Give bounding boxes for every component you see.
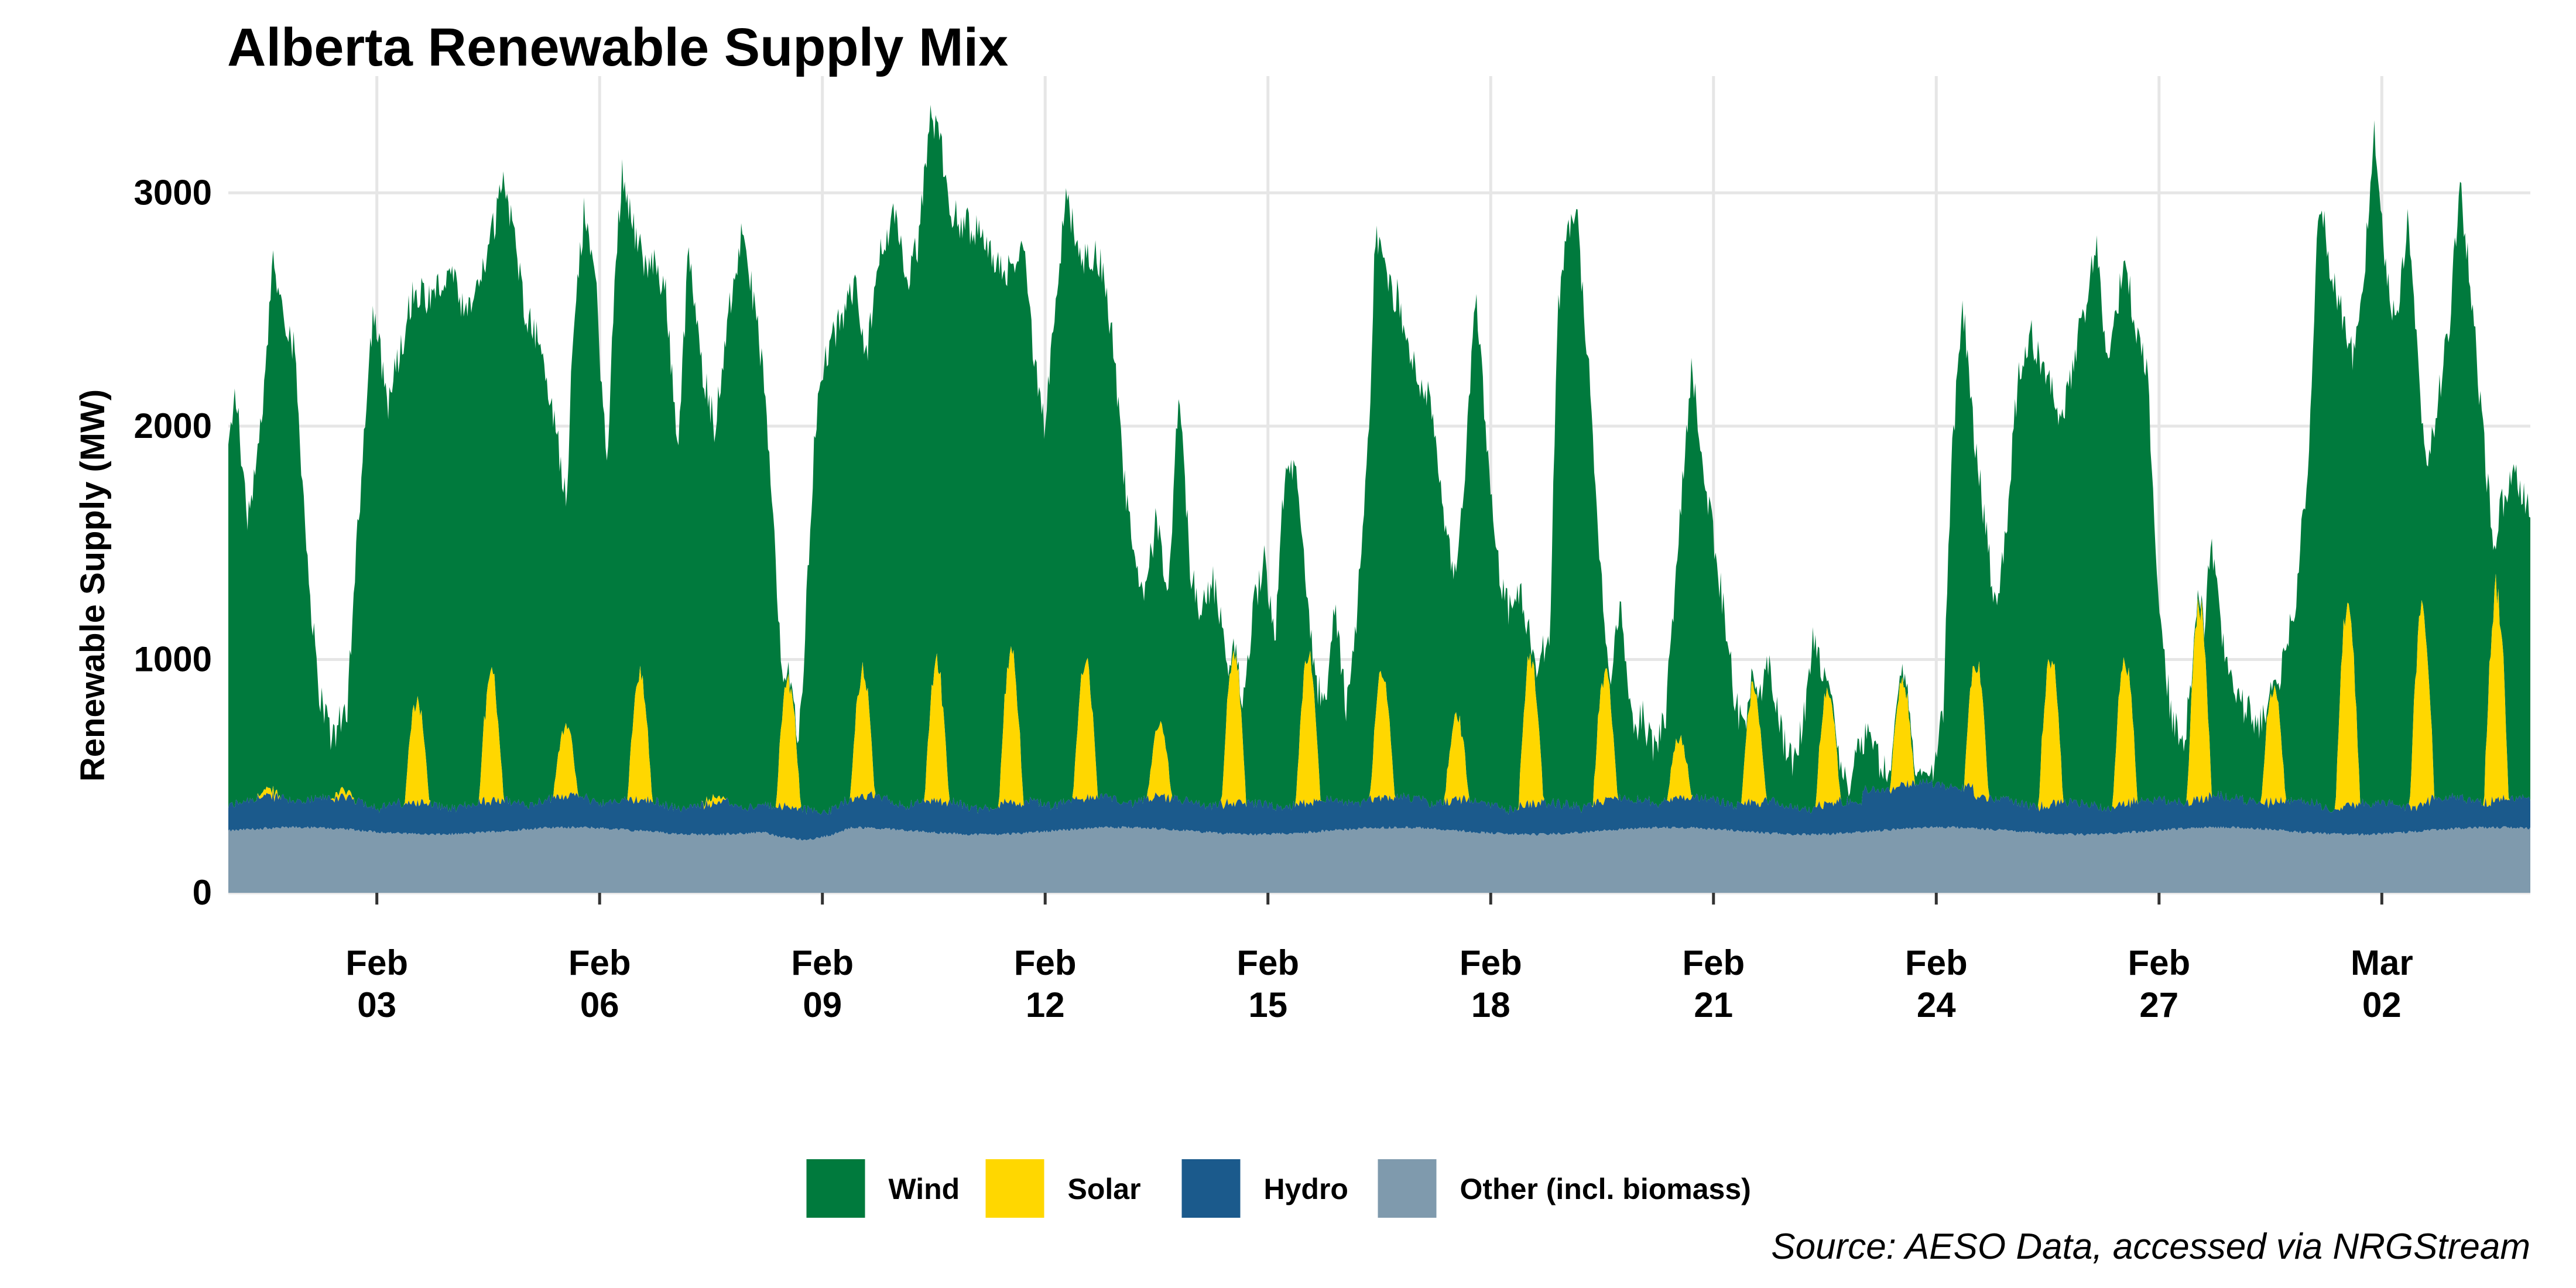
source-caption: Source: AESO Data, accessed via NRGStrea… xyxy=(1771,1227,2530,1267)
x-tick-label: 24 xyxy=(1917,985,1956,1025)
y-tick-label: 0 xyxy=(193,873,212,912)
x-tick-label: 15 xyxy=(1248,985,1287,1025)
y-tick-label: 1000 xyxy=(134,639,212,679)
legend: Wind Solar Hydro Other (incl. biomass) xyxy=(806,1159,1751,1218)
chart-title: Alberta Renewable Supply Mix xyxy=(227,18,1008,77)
stacked-areas xyxy=(228,105,2530,893)
legend-swatch-wind xyxy=(806,1159,865,1218)
y-tick-label: 2000 xyxy=(134,406,212,446)
legend-label-hydro: Hydro xyxy=(1264,1173,1348,1205)
legend-label-wind: Wind xyxy=(889,1173,960,1205)
x-tick-label: Feb xyxy=(1905,943,1968,982)
x-tick-label: 12 xyxy=(1026,985,1065,1025)
x-tick-label: 02 xyxy=(2362,985,2402,1025)
y-axis-label: Renewable Supply (MW) xyxy=(74,389,112,782)
legend-swatch-solar xyxy=(985,1159,1044,1218)
x-tick-label: 03 xyxy=(357,985,396,1025)
legend-swatch-hydro xyxy=(1181,1159,1241,1218)
x-tick-label: 09 xyxy=(803,985,842,1025)
x-tick-label: 06 xyxy=(580,985,619,1025)
x-tick-label: Mar xyxy=(2351,943,2413,982)
solar-area xyxy=(228,573,2530,815)
wind-area xyxy=(228,105,2530,815)
x-tick-label: Feb xyxy=(1236,943,1299,982)
x-tick-label: Feb xyxy=(1682,943,1745,982)
x-tick-label: 18 xyxy=(1471,985,1510,1025)
y-tick-label: 3000 xyxy=(134,173,212,212)
x-tick-label: Feb xyxy=(1014,943,1077,982)
x-tick-label: Feb xyxy=(1460,943,1522,982)
x-tick-label: Feb xyxy=(2128,943,2190,982)
x-tick-label: Feb xyxy=(568,943,631,982)
legend-label-other-incl-biomass: Other (incl. biomass) xyxy=(1460,1173,1751,1205)
x-tick-label: 27 xyxy=(2139,985,2178,1025)
legend-swatch-other-incl-biomass xyxy=(1378,1159,1437,1218)
legend-label-solar: Solar xyxy=(1068,1173,1141,1205)
x-tick-label: Feb xyxy=(345,943,408,982)
hydro-area xyxy=(228,777,2530,841)
other-area xyxy=(228,826,2530,893)
x-tick-label: Feb xyxy=(791,943,854,982)
x-tick-label: 21 xyxy=(1694,985,1733,1025)
axes: 0100020003000Feb03Feb06Feb09Feb12Feb15Fe… xyxy=(134,173,2413,1025)
